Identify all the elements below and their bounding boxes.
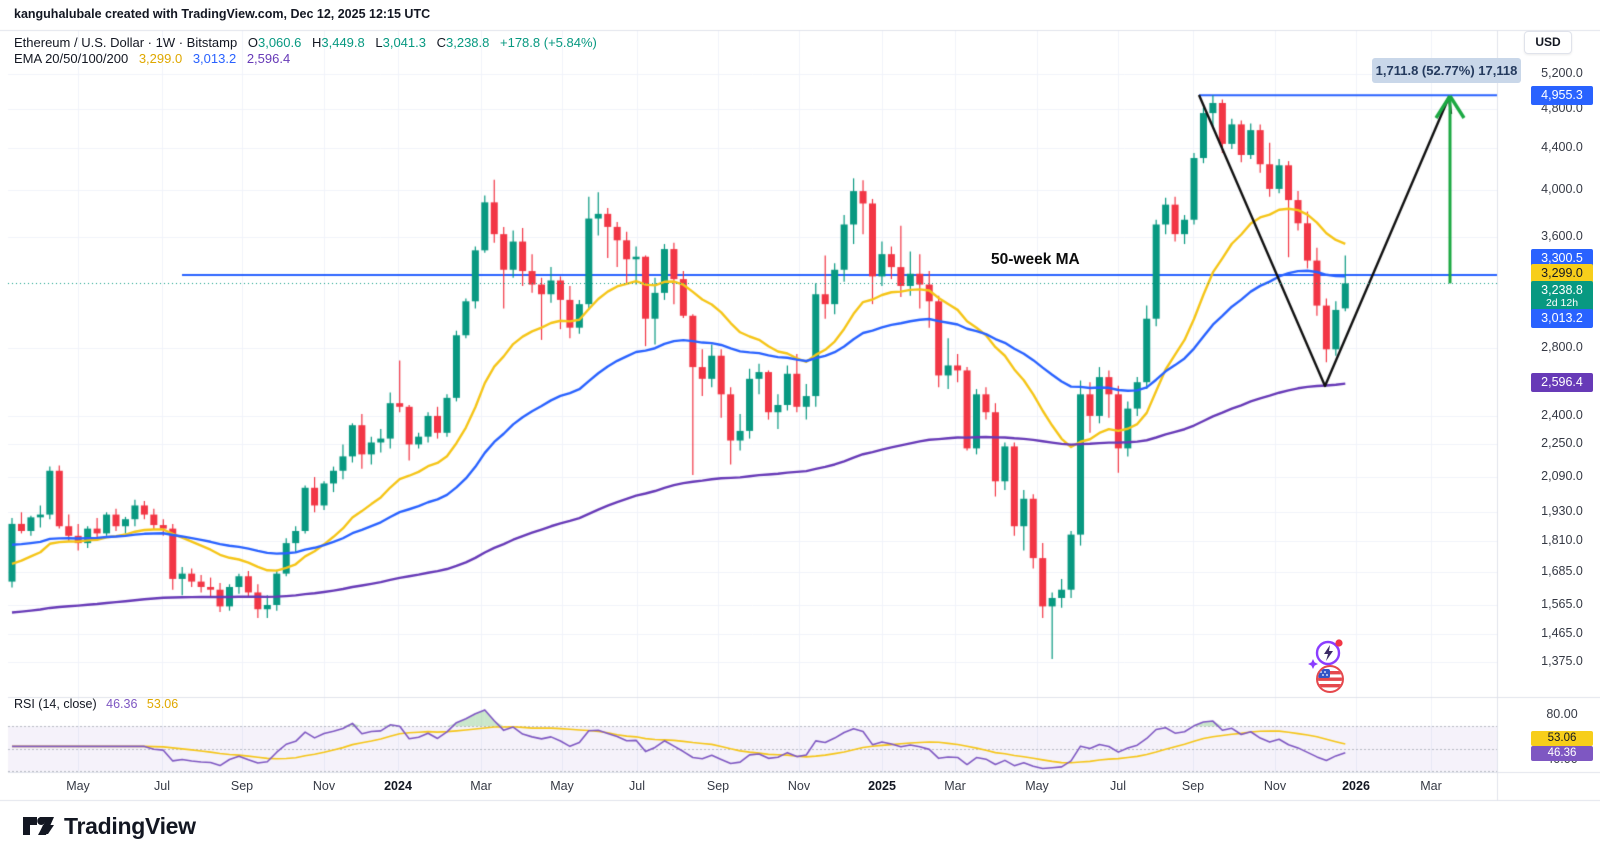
close-value: 3,238.8	[446, 35, 490, 50]
tradingview-logo-text: TradingView	[64, 812, 196, 839]
time-label-may: May	[550, 779, 574, 793]
projection-annotation-label[interactable]: 1,711.8 (52.77%) 17,118	[1372, 58, 1521, 83]
ema50-value: 3,013.2	[192, 51, 237, 66]
time-label-jul: Jul	[154, 779, 170, 793]
ema-label: EMA 20/50/100/200	[14, 51, 129, 66]
last-price-badge: 3,238.8 2d 12h	[1531, 281, 1593, 313]
price-tick-label: 1,810.0	[1541, 533, 1583, 547]
footer-brand[interactable]: TradingView	[22, 812, 196, 840]
change-value: +178.8 (+5.84%)	[500, 35, 597, 50]
ema-legend-row[interactable]: EMA 20/50/100/200 3,299.0 3,013.2 2,596.…	[14, 51, 290, 66]
time-label-2026: 2026	[1342, 779, 1370, 793]
time-label-mar: Mar	[1420, 779, 1442, 793]
tradingview-logo-icon	[23, 817, 54, 835]
open-value: 3,060.6	[257, 35, 302, 50]
fifty-week-ma-text[interactable]: 50-week MA	[991, 251, 1080, 268]
chart-reaction-icons[interactable]	[1303, 638, 1349, 694]
price-tick-label: 1,375.0	[1541, 654, 1583, 668]
ema200-value: 2,596.4	[246, 51, 291, 66]
price-tick-label: 4,000.0	[1541, 182, 1583, 196]
time-label-mar: Mar	[944, 779, 966, 793]
time-label-nov: Nov	[1263, 779, 1287, 793]
symbol-title: Ethereum / U.S. Dollar · 1W · Bitstamp	[14, 35, 238, 50]
spark-icon	[1308, 639, 1343, 669]
time-label-jul: Jul	[1110, 779, 1126, 793]
price-tick-label: 2,800.0	[1541, 340, 1583, 354]
ema200-badge: 2,596.4	[1531, 373, 1593, 392]
rsi-legend-row[interactable]: RSI (14, close) 46.36 53.06	[14, 697, 184, 711]
resistance-badge: 4,955.3	[1531, 86, 1593, 105]
open-label: O	[247, 35, 258, 50]
rsi-ma-value: 53.06	[146, 697, 179, 711]
ma50-line-badge: 3,300.5	[1531, 249, 1593, 268]
close-label: C	[436, 35, 446, 50]
symbol-legend-row[interactable]: Ethereum / U.S. Dollar · 1W · Bitstamp O…	[14, 35, 597, 50]
time-label-mar: Mar	[470, 779, 492, 793]
ema50-badge: 3,013.2	[1531, 309, 1593, 328]
price-tick-label: 1,565.0	[1541, 597, 1583, 611]
low-value: 3,041.3	[382, 35, 426, 50]
rsi-tick-label: 80.00	[1546, 707, 1578, 721]
time-label-jul: Jul	[629, 779, 645, 793]
rsi-ma-badge: 53.06	[1531, 731, 1593, 746]
ema20-badge: 3,299.0	[1531, 264, 1593, 283]
watermark: kanguhalubale created with TradingView.c…	[14, 7, 431, 21]
price-tick-label: 5,200.0	[1541, 66, 1583, 80]
flag-icon	[1316, 665, 1344, 693]
price-tick-label: 4,400.0	[1541, 140, 1583, 154]
rsi-title: RSI (14, close)	[14, 697, 97, 711]
time-label-sep: Sep	[1181, 779, 1205, 793]
high-value: 3,449.8	[321, 35, 365, 50]
price-tick-label: 1,930.0	[1541, 504, 1583, 518]
price-tick-label: 2,400.0	[1541, 408, 1583, 422]
rsi-badge: 46.36	[1531, 746, 1593, 761]
price-tick-label: 1,685.0	[1541, 564, 1583, 578]
low-label: L	[375, 35, 383, 50]
price-tick-label: 2,090.0	[1541, 469, 1583, 483]
price-tick-label: 2,250.0	[1541, 436, 1583, 450]
time-label-sep: Sep	[230, 779, 254, 793]
rsi-value: 46.36	[106, 697, 138, 711]
time-label-nov: Nov	[312, 779, 336, 793]
currency-usd-button[interactable]: USD	[1524, 31, 1572, 54]
high-label: H	[311, 35, 322, 50]
time-label-2024: 2024	[384, 779, 412, 793]
price-tick-label: 3,600.0	[1541, 229, 1583, 243]
time-label-2025: 2025	[868, 779, 896, 793]
time-label-nov: Nov	[787, 779, 811, 793]
price-tick-label: 1,465.0	[1541, 626, 1583, 640]
ema20-value: 3,299.0	[138, 51, 183, 66]
time-label-may: May	[66, 779, 90, 793]
time-label-sep: Sep	[706, 779, 730, 793]
time-label-may: May	[1025, 779, 1049, 793]
